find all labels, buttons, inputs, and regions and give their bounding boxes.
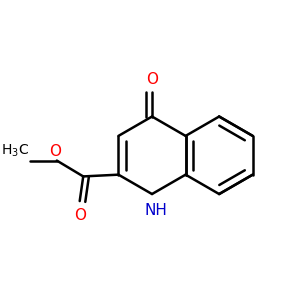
Text: O: O <box>74 208 86 223</box>
Text: O: O <box>49 144 61 159</box>
Text: O: O <box>146 72 158 87</box>
Text: NH: NH <box>144 203 167 218</box>
Text: H$_3$C: H$_3$C <box>1 142 28 159</box>
